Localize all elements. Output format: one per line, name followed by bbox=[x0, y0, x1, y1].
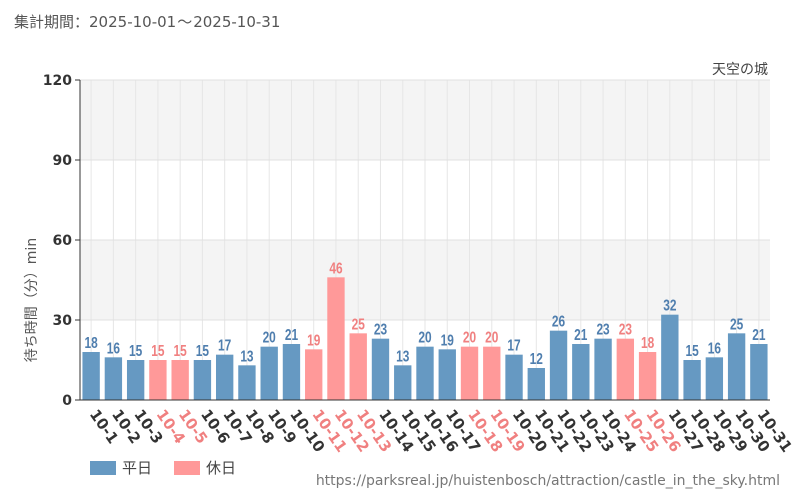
period-end: 2025-10-31 bbox=[193, 13, 281, 31]
bar-10-29 bbox=[705, 357, 724, 400]
bar-10-8 bbox=[238, 365, 256, 400]
bar-10-17 bbox=[438, 349, 456, 400]
bar-10-7 bbox=[215, 354, 234, 400]
y-tick-label: 30 bbox=[53, 313, 73, 329]
data-label-10-20: 17 bbox=[507, 337, 521, 354]
bar-10-1 bbox=[82, 352, 100, 400]
data-label-10-18: 20 bbox=[463, 329, 477, 346]
bar-10-22 bbox=[549, 330, 568, 400]
bar-10-18 bbox=[460, 346, 479, 400]
period-start: 2025-10-01 bbox=[89, 13, 177, 31]
bar-10-25 bbox=[616, 338, 635, 400]
bar-10-13 bbox=[349, 333, 367, 400]
data-label-10-17: 19 bbox=[441, 332, 455, 349]
chart-title: 天空の城 bbox=[712, 62, 768, 78]
bar-10-15 bbox=[394, 365, 412, 400]
bar-10-3 bbox=[126, 360, 145, 400]
data-label-10-29: 16 bbox=[708, 340, 722, 357]
bar-10-28 bbox=[683, 360, 701, 400]
data-label-10-28: 15 bbox=[685, 343, 699, 360]
y-tick-label: 0 bbox=[62, 393, 72, 409]
legend-label-holiday: 休日 bbox=[206, 459, 237, 477]
data-label-10-25: 23 bbox=[619, 321, 633, 338]
legend-swatch-holiday bbox=[174, 460, 201, 475]
bar-10-10 bbox=[282, 344, 301, 400]
data-label-10-10: 21 bbox=[285, 327, 299, 344]
legend-item-holiday: 休日 bbox=[174, 457, 236, 478]
period-separator: 〜 bbox=[177, 13, 193, 31]
bar-10-26 bbox=[638, 352, 657, 400]
data-label-10-14: 23 bbox=[374, 321, 388, 338]
bar-10-21 bbox=[527, 368, 545, 400]
bar-10-31 bbox=[750, 344, 768, 400]
bar-10-5 bbox=[171, 360, 189, 400]
bar-10-4 bbox=[149, 360, 167, 400]
legend-item-weekday: 平日 bbox=[90, 457, 152, 478]
bar-10-23 bbox=[572, 344, 590, 400]
data-label-10-30: 25 bbox=[730, 316, 744, 333]
data-label-10-15: 13 bbox=[396, 348, 410, 365]
data-label-10-26: 18 bbox=[641, 335, 655, 352]
y-axis-label: 待ち時間（分）min bbox=[24, 238, 40, 362]
data-label-10-2: 16 bbox=[107, 340, 121, 357]
period-label: 集計期間： bbox=[14, 13, 90, 31]
y-tick-label: 90 bbox=[53, 153, 73, 169]
data-label-10-31: 21 bbox=[752, 327, 766, 344]
chart-legend: 平日 休日 bbox=[90, 457, 258, 478]
data-label-10-24: 23 bbox=[596, 321, 610, 338]
data-label-10-3: 15 bbox=[129, 343, 143, 360]
bar-10-27 bbox=[661, 314, 679, 400]
bar-10-16 bbox=[416, 346, 434, 400]
bar-10-11 bbox=[305, 349, 323, 400]
bar-10-2 bbox=[104, 357, 123, 400]
data-label-10-4: 15 bbox=[151, 343, 165, 360]
data-label-10-27: 32 bbox=[663, 297, 677, 314]
data-label-10-21: 12 bbox=[530, 351, 544, 368]
bar-10-20 bbox=[505, 354, 523, 400]
data-label-10-16: 20 bbox=[418, 329, 432, 346]
data-label-10-6: 15 bbox=[196, 343, 210, 360]
legend-label-weekday: 平日 bbox=[122, 459, 153, 477]
data-label-10-22: 26 bbox=[552, 313, 566, 330]
source-url[interactable]: https://parksreal.jp/huistenbosch/attrac… bbox=[315, 473, 780, 489]
data-label-10-11: 19 bbox=[307, 332, 321, 349]
y-tick-label: 120 bbox=[43, 73, 72, 89]
bar-10-24 bbox=[594, 338, 612, 400]
data-label-10-13: 25 bbox=[352, 316, 366, 333]
data-label-10-19: 20 bbox=[485, 329, 499, 346]
data-label-10-23: 21 bbox=[574, 327, 588, 344]
bar-10-19 bbox=[483, 346, 501, 400]
data-label-10-1: 18 bbox=[85, 335, 99, 352]
bar-10-9 bbox=[260, 346, 278, 400]
legend-swatch-weekday bbox=[90, 460, 116, 475]
collection-period: 集計期間：2025-10-01〜2025-10-31 bbox=[14, 11, 280, 32]
bar-10-6 bbox=[193, 360, 212, 400]
data-label-10-9: 20 bbox=[263, 329, 277, 346]
y-tick-label: 60 bbox=[53, 233, 73, 249]
data-label-10-8: 13 bbox=[240, 348, 254, 365]
data-label-10-5: 15 bbox=[174, 343, 188, 360]
data-label-10-7: 17 bbox=[218, 337, 232, 354]
data-label-10-12: 46 bbox=[329, 260, 343, 277]
bar-10-14 bbox=[371, 338, 390, 400]
bar-10-12 bbox=[327, 277, 345, 400]
bar-10-30 bbox=[727, 333, 746, 400]
